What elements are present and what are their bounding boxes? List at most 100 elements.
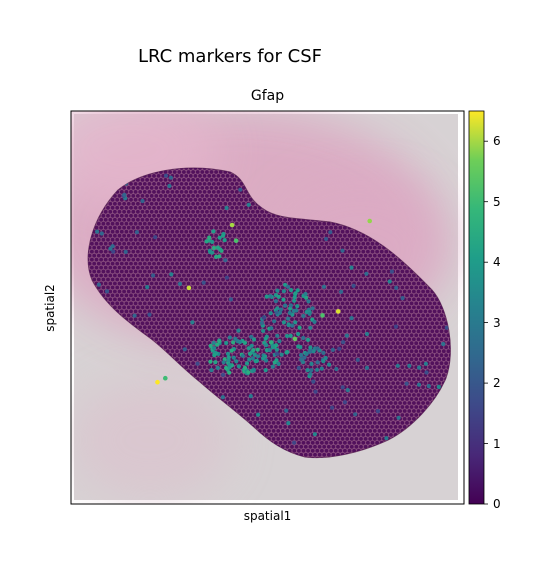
spot-zero: [159, 313, 163, 318]
spot-zero: [287, 345, 292, 350]
spot-zero: [152, 213, 156, 218]
spot-zero: [200, 329, 205, 334]
spot-zero: [382, 261, 386, 266]
spot-zero: [202, 245, 207, 250]
spot-zero: [384, 273, 389, 278]
spot-zero: [283, 313, 287, 318]
spot-zero: [359, 325, 363, 330]
spot-zero: [421, 369, 425, 373]
spot-zero: [165, 205, 170, 210]
spot-zero: [384, 353, 389, 358]
spot-zero: [241, 201, 246, 206]
spot-zero: [285, 253, 290, 258]
spot-zero: [398, 337, 402, 342]
spot-zero: [347, 249, 352, 254]
spot-zero: [96, 285, 101, 290]
spot-zero: [257, 237, 262, 242]
spot-zero: [421, 313, 425, 318]
spot-zero: [423, 341, 428, 346]
spot-zero: [122, 209, 126, 214]
spot-zero: [363, 373, 368, 377]
spot-zero: [352, 313, 356, 318]
spot-zero: [248, 229, 253, 234]
spot-zero: [142, 309, 147, 314]
spot-zero: [205, 186, 209, 190]
spot-zero: [326, 293, 331, 298]
spot-zero: [172, 194, 177, 198]
spot-zero: [200, 249, 205, 254]
spot-zero: [221, 317, 225, 322]
spot-zero: [400, 349, 405, 354]
spot-zero: [140, 178, 145, 182]
spot-zero: [301, 393, 306, 397]
spot-zero: [147, 190, 152, 194]
spot-zero: [168, 321, 173, 326]
spot-zero: [179, 317, 184, 322]
spot-zero: [232, 265, 237, 270]
spot-zero: [147, 174, 152, 178]
spot-zero: [188, 168, 193, 170]
spot-zero: [393, 313, 398, 318]
spot-zero: [239, 357, 244, 362]
spot-zero: [218, 273, 223, 278]
spot-zero: [214, 273, 219, 278]
spot-zero: [361, 249, 366, 254]
spot-zero: [428, 365, 432, 369]
spot-zero: [414, 341, 419, 346]
spot-zero: [372, 317, 377, 322]
spot-zero: [338, 313, 343, 318]
spot-zero: [145, 265, 150, 270]
spot-zero: [200, 289, 205, 294]
spot-zero: [200, 186, 205, 190]
spot-zero: [195, 329, 200, 334]
spot-zero: [441, 333, 446, 338]
spot-zero: [159, 249, 163, 254]
spot-zero: [444, 321, 448, 326]
spot-zero: [331, 285, 336, 290]
spot-zero: [356, 265, 361, 270]
spot-zero: [198, 325, 202, 330]
spot-zero: [333, 225, 338, 230]
spot-zero: [253, 205, 258, 210]
spot-zero: [372, 373, 377, 377]
spot-zero: [322, 381, 327, 385]
spot-zero: [205, 361, 209, 366]
spot-zero: [405, 349, 409, 354]
spot-zero: [331, 253, 336, 258]
spot-zero: [352, 305, 356, 310]
spot-zero: [412, 385, 416, 389]
spot-zero: [138, 221, 143, 226]
spot-zero: [170, 221, 175, 226]
spot-zero: [372, 253, 377, 258]
spot-zero: [349, 269, 354, 274]
spot-zero: [251, 297, 255, 302]
spot-zero: [209, 377, 214, 381]
spot-zero: [170, 245, 175, 250]
spot-zero: [444, 353, 448, 358]
spot-zero: [271, 373, 276, 377]
spot-zero: [386, 365, 391, 369]
spot-zero: [126, 201, 131, 206]
spot-zero: [237, 265, 242, 270]
spot-zero: [315, 353, 320, 358]
spot-zero: [306, 225, 310, 230]
spot-zero: [405, 285, 409, 290]
spot-zero: [115, 301, 120, 306]
spot-zero: [115, 221, 120, 226]
spot-zero: [248, 309, 253, 314]
spot-zero: [122, 297, 126, 302]
spot-zero: [299, 341, 304, 346]
spot-zero: [345, 277, 350, 282]
spot-zero: [320, 345, 324, 350]
spot-zero: [402, 281, 407, 286]
spot-zero: [257, 245, 262, 250]
spot-zero: [179, 285, 184, 290]
spot-zero: [343, 321, 347, 326]
spot-zero: [244, 357, 248, 362]
spot-zero: [356, 353, 361, 358]
spot-zero: [228, 377, 232, 381]
spot-zero: [218, 369, 223, 373]
spot-zero: [345, 325, 350, 330]
spot-zero: [182, 273, 186, 278]
spot-zero: [384, 377, 389, 381]
